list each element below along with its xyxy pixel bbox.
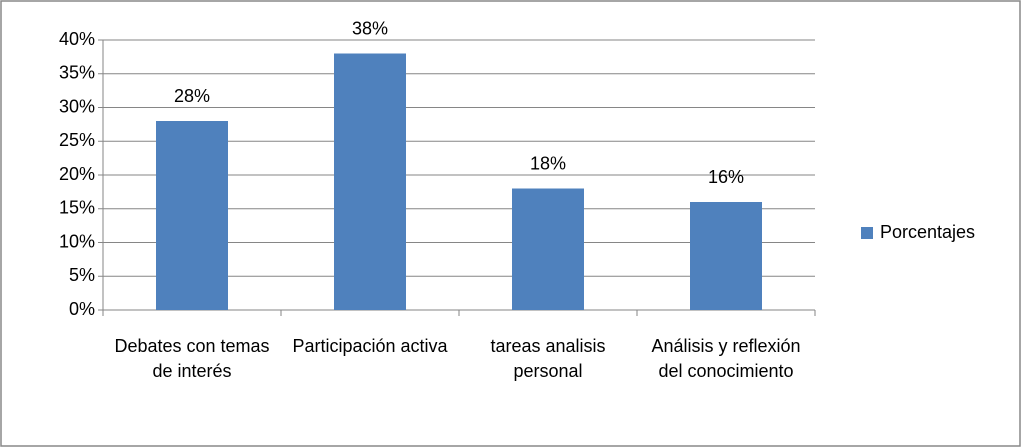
legend-swatch xyxy=(861,227,873,239)
data-label: 18% xyxy=(530,153,566,173)
bar xyxy=(334,53,406,310)
legend-label: Porcentajes xyxy=(880,222,975,242)
bar xyxy=(512,188,584,310)
x-tick-label: Participación activa xyxy=(292,336,448,356)
x-tick-label: Debates con temas de interés xyxy=(114,336,270,381)
x-tick-label: Análisis y reflexión del conocimiento xyxy=(651,336,801,381)
bar xyxy=(690,202,762,310)
data-label: 38% xyxy=(352,18,388,38)
data-label: 28% xyxy=(174,86,210,106)
y-tick-label: 25% xyxy=(59,130,95,150)
y-tick-label: 30% xyxy=(59,96,95,116)
bar xyxy=(156,121,228,310)
x-tick-label: tareas analisis personal xyxy=(490,336,606,381)
y-tick-label: 10% xyxy=(59,231,95,251)
y-tick-label: 20% xyxy=(59,164,95,184)
y-tick-label: 35% xyxy=(59,63,95,83)
y-tick-label: 15% xyxy=(59,198,95,218)
y-tick-label: 5% xyxy=(69,265,95,285)
data-label: 16% xyxy=(708,167,744,187)
y-tick-label: 40% xyxy=(59,29,95,49)
y-tick-label: 0% xyxy=(69,299,95,319)
